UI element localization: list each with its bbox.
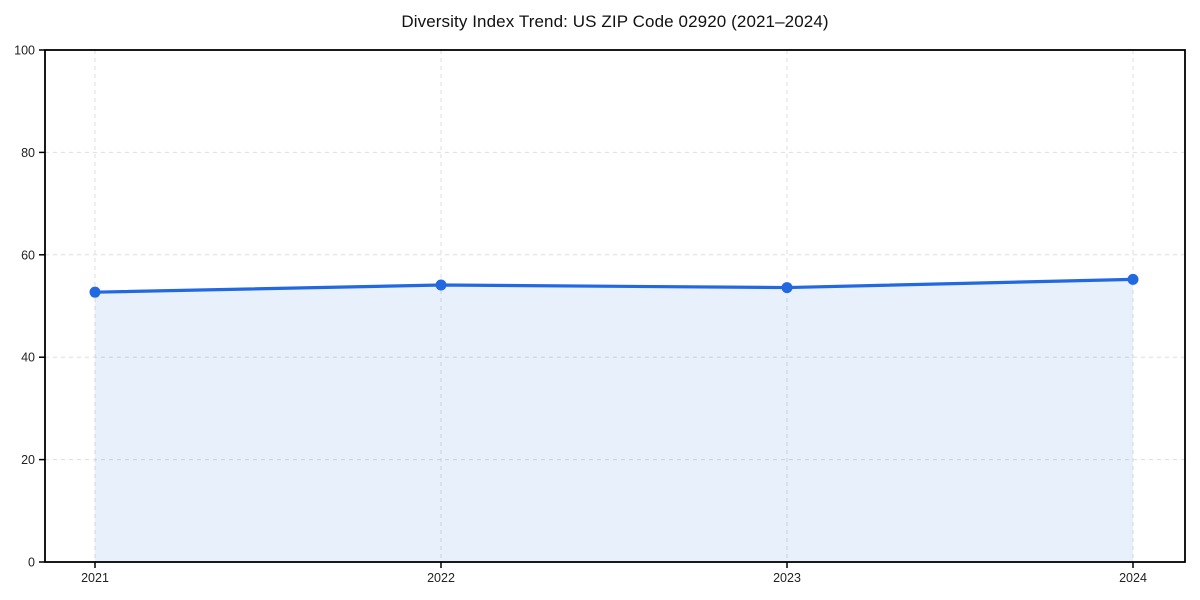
x-axis-tick-label: 2024 — [1119, 571, 1147, 585]
y-axis-tick-label: 100 — [14, 44, 35, 58]
y-axis-tick-label: 40 — [21, 351, 35, 365]
area-fill — [95, 279, 1133, 562]
data-point-marker — [435, 279, 447, 291]
x-axis-tick-label: 2023 — [773, 571, 801, 585]
y-axis-tick-label: 60 — [21, 248, 35, 262]
plot-border — [44, 49, 1186, 563]
data-point-marker — [1127, 273, 1139, 285]
y-axis-tick-label: 20 — [21, 453, 35, 467]
data-point-marker — [89, 286, 101, 298]
x-axis-tick-label: 2021 — [81, 571, 109, 585]
x-axis-tick-label: 2022 — [427, 571, 455, 585]
y-axis-tick-label: 80 — [21, 146, 35, 160]
chart-title: Diversity Index Trend: US ZIP Code 02920… — [401, 12, 829, 31]
trend-line — [93, 277, 1135, 294]
data-point-marker — [781, 282, 793, 294]
y-axis-tick-label: 0 — [28, 556, 35, 570]
